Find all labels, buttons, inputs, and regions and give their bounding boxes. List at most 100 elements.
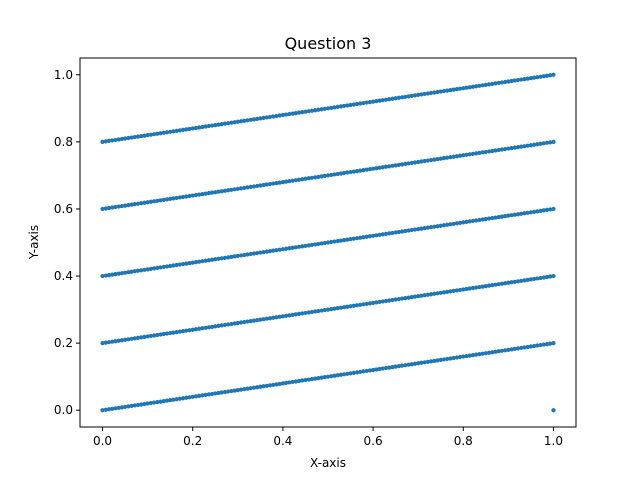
data-point bbox=[158, 399, 163, 404]
data-point bbox=[132, 336, 137, 341]
data-point bbox=[548, 207, 553, 212]
data-point bbox=[232, 321, 237, 326]
data-point bbox=[490, 148, 495, 154]
data-point bbox=[496, 349, 501, 354]
data-point bbox=[538, 342, 543, 348]
data-point bbox=[416, 92, 421, 97]
data-point bbox=[235, 388, 240, 393]
data-point bbox=[483, 82, 488, 87]
data-point bbox=[232, 254, 237, 259]
data-point bbox=[267, 383, 273, 388]
data-point bbox=[280, 180, 286, 185]
data-point bbox=[139, 268, 144, 273]
data-point bbox=[512, 212, 517, 217]
data-point bbox=[238, 186, 244, 191]
data-point bbox=[390, 297, 395, 303]
data-point bbox=[535, 142, 540, 147]
data-point bbox=[541, 74, 546, 79]
data-point bbox=[477, 217, 482, 223]
data-point bbox=[242, 252, 247, 258]
data-point bbox=[103, 407, 108, 412]
data-point bbox=[425, 91, 430, 96]
data-point bbox=[351, 303, 356, 308]
data-point bbox=[464, 85, 469, 90]
y-tick-label: 0.2 bbox=[54, 336, 73, 350]
data-point bbox=[342, 305, 347, 310]
data-point bbox=[151, 199, 157, 204]
data-point bbox=[419, 92, 424, 97]
data-point bbox=[486, 283, 492, 288]
data-point bbox=[116, 405, 121, 410]
data-point bbox=[425, 225, 430, 230]
data-point bbox=[203, 124, 208, 129]
data-point bbox=[155, 198, 160, 203]
data-point bbox=[406, 362, 411, 367]
data-point bbox=[306, 243, 311, 248]
data-point bbox=[361, 168, 366, 173]
data-point bbox=[200, 326, 205, 331]
data-point bbox=[406, 295, 411, 300]
data-point bbox=[474, 84, 479, 89]
data-point bbox=[416, 226, 421, 232]
data-point bbox=[116, 271, 121, 276]
data-point bbox=[206, 191, 211, 196]
data-point bbox=[441, 223, 447, 228]
data-point bbox=[512, 78, 517, 83]
data-point bbox=[296, 244, 302, 249]
data-point bbox=[251, 385, 257, 390]
data-point bbox=[206, 258, 211, 263]
data-point bbox=[364, 368, 369, 374]
data-point bbox=[277, 113, 282, 118]
data-point bbox=[370, 300, 376, 305]
data-point bbox=[190, 327, 195, 332]
data-point bbox=[412, 294, 418, 299]
data-point bbox=[354, 101, 360, 107]
data-point bbox=[496, 282, 501, 287]
data-point bbox=[142, 334, 147, 340]
data-point bbox=[110, 339, 115, 344]
data-point bbox=[255, 385, 260, 390]
data-point bbox=[306, 176, 311, 181]
data-point bbox=[290, 178, 295, 183]
data-point bbox=[412, 361, 418, 366]
data-point bbox=[226, 322, 231, 327]
data-point bbox=[422, 293, 427, 298]
data-point bbox=[161, 331, 166, 337]
data-point bbox=[493, 215, 498, 220]
data-point bbox=[177, 396, 182, 401]
data-point bbox=[122, 136, 128, 141]
data-point bbox=[145, 267, 150, 272]
data-point bbox=[532, 142, 537, 147]
data-point bbox=[238, 320, 244, 325]
data-point bbox=[467, 152, 472, 157]
data-point bbox=[457, 86, 463, 91]
data-point bbox=[364, 301, 369, 306]
data-point bbox=[290, 111, 295, 116]
data-point bbox=[319, 174, 324, 179]
data-point bbox=[438, 223, 443, 228]
data-point bbox=[428, 157, 434, 163]
data-point bbox=[445, 155, 450, 160]
data-point bbox=[200, 124, 205, 130]
data-point bbox=[451, 154, 456, 159]
data-point bbox=[380, 299, 385, 304]
data-point bbox=[274, 382, 279, 387]
data-point bbox=[425, 292, 430, 297]
data-point bbox=[303, 310, 308, 316]
data-point bbox=[515, 145, 521, 150]
data-point bbox=[490, 350, 495, 355]
data-point bbox=[374, 99, 379, 104]
data-point bbox=[477, 150, 482, 155]
data-point bbox=[245, 252, 250, 257]
data-point bbox=[396, 296, 401, 302]
data-point bbox=[322, 307, 327, 313]
data-point bbox=[393, 230, 398, 235]
data-point bbox=[432, 224, 437, 229]
data-point bbox=[145, 133, 150, 138]
data-point bbox=[245, 118, 250, 123]
data-point bbox=[193, 327, 199, 332]
data-point bbox=[168, 263, 173, 269]
data-point bbox=[525, 76, 530, 81]
data-point bbox=[383, 298, 389, 304]
data-point bbox=[438, 156, 443, 161]
